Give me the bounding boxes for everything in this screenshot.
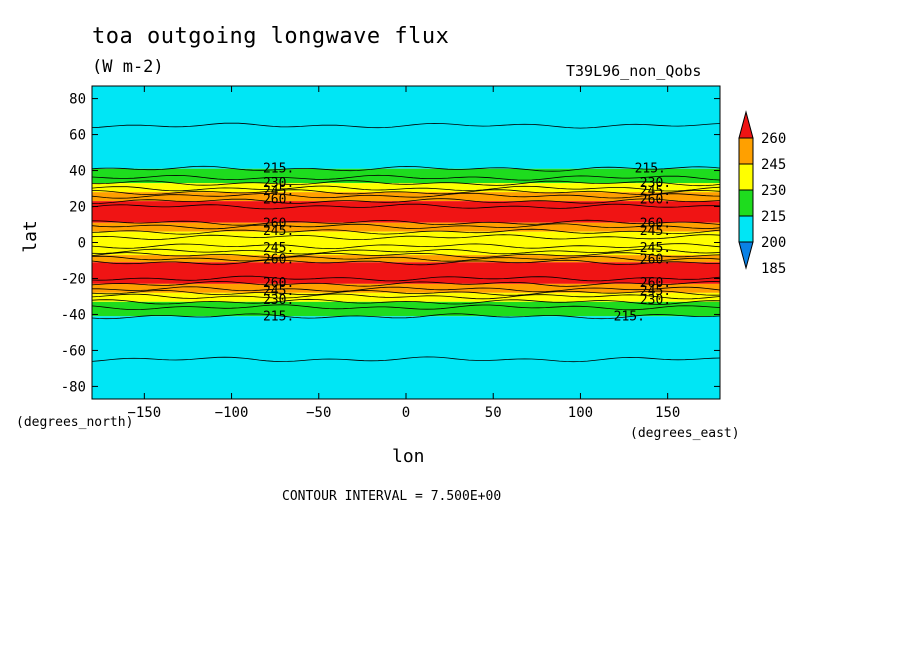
- y-tick-label: 60: [69, 128, 86, 144]
- contour-line: [91, 122, 721, 129]
- contour-label: 245.: [263, 284, 294, 299]
- x-axis-label: lon: [392, 446, 425, 467]
- colorbar-box: [738, 189, 754, 217]
- contour-line: [91, 174, 721, 181]
- contour-label: 245.: [640, 184, 671, 199]
- contour-label: 230.: [640, 176, 671, 191]
- color-band: [92, 316, 720, 399]
- contour-label: 245.: [263, 224, 294, 239]
- contour-label: 260.: [263, 276, 294, 291]
- contour-line: [91, 203, 721, 210]
- colorbar-label: 230: [761, 183, 786, 199]
- x-tick-label: 50: [485, 405, 502, 421]
- contour-label: 245.: [640, 284, 671, 299]
- contour-line: [92, 286, 721, 293]
- contour-label: 230.: [263, 293, 294, 308]
- chart-title: toa outgoing longwave flux: [92, 24, 450, 49]
- colorbar-label: 200: [761, 235, 786, 251]
- y-axis-units: (degrees_north): [16, 415, 134, 430]
- contour-line: [91, 223, 721, 230]
- contour-label: 215.: [614, 309, 645, 324]
- color-band: [92, 301, 720, 317]
- x-tick-label: 150: [655, 405, 680, 421]
- colorbar-label: 260: [761, 131, 786, 147]
- color-band: [92, 183, 720, 193]
- color-band: [92, 283, 720, 293]
- y-tick-label: -40: [61, 307, 86, 323]
- contour-line: [91, 304, 721, 311]
- contour-line: [91, 192, 721, 199]
- contour-line: [91, 275, 721, 282]
- contour-line: [91, 185, 721, 192]
- color-band: [92, 222, 720, 232]
- contour-label: 215.: [263, 309, 294, 324]
- colorbar-box: [738, 215, 754, 243]
- run-label: T39L96_non_Qobs: [566, 62, 702, 80]
- contour-label: 245.: [263, 241, 294, 256]
- y-tick-label: 20: [69, 200, 86, 216]
- contour-line: [91, 356, 721, 363]
- colorbar-box: [738, 137, 754, 165]
- contour-line: [91, 198, 721, 204]
- y-tick-label: -60: [61, 343, 86, 359]
- contour-line: [91, 280, 721, 287]
- contour-line: [91, 189, 721, 196]
- x-tick-label: −100: [215, 405, 249, 421]
- y-tick-label: -80: [61, 379, 86, 395]
- colorbar-label: 215: [761, 209, 786, 225]
- contour-label: 260.: [263, 217, 294, 232]
- contour-label: 245.: [640, 241, 671, 256]
- contour-label: 230.: [263, 176, 294, 191]
- contour-line: [91, 165, 721, 172]
- contour-line: [91, 255, 721, 262]
- x-tick-label: 100: [568, 405, 593, 421]
- contour-line: [91, 289, 721, 296]
- color-band: [92, 86, 720, 169]
- contour-line: [91, 228, 721, 235]
- contour-label: 245.: [263, 184, 294, 199]
- contour-label: 260.: [640, 276, 671, 291]
- colorbar-label: 185: [761, 261, 786, 277]
- x-tick-label: −150: [127, 405, 161, 421]
- y-tick-label: 80: [69, 92, 86, 108]
- colorbar-box: [738, 163, 754, 191]
- color-band: [92, 292, 720, 302]
- x-axis-units: (degrees_east): [630, 426, 740, 441]
- x-tick-label: −50: [306, 405, 331, 421]
- contour-label: 260.: [640, 217, 671, 232]
- contour-label: 215.: [635, 162, 666, 177]
- contour-label: 260.: [263, 253, 294, 268]
- colorbar-bottom-arrow: [738, 241, 754, 270]
- contour-label: 230.: [640, 293, 671, 308]
- y-tick-label: -20: [61, 271, 86, 287]
- color-band: [92, 201, 720, 223]
- y-tick-label: 0: [78, 236, 86, 252]
- color-band: [92, 168, 720, 184]
- contour-line: [91, 293, 721, 300]
- contour-line: [91, 234, 721, 241]
- color-band: [92, 255, 720, 263]
- contour-line: [91, 313, 721, 320]
- contour-line: [91, 243, 721, 250]
- contour-line: [91, 219, 721, 226]
- contour-line: [91, 252, 721, 258]
- y-tick-label: 40: [69, 164, 86, 180]
- contour-label: 260.: [640, 253, 671, 268]
- contour-line: [91, 180, 721, 187]
- chart-units: (W m-2): [92, 57, 164, 77]
- x-tick-label: 0: [402, 405, 410, 421]
- contour-label: 260.: [263, 192, 294, 207]
- contour-label: 245.: [640, 224, 671, 239]
- contour-label: 215.: [263, 162, 294, 177]
- contour-line: [91, 298, 721, 305]
- colorbar-label: 245: [761, 157, 786, 173]
- contour-line: [91, 248, 721, 255]
- contour-interval-note: CONTOUR INTERVAL = 7.500E+00: [282, 489, 502, 504]
- contour-line: [91, 259, 720, 266]
- colorbar-top-arrow: [738, 110, 754, 139]
- contour-label: 260.: [640, 192, 671, 207]
